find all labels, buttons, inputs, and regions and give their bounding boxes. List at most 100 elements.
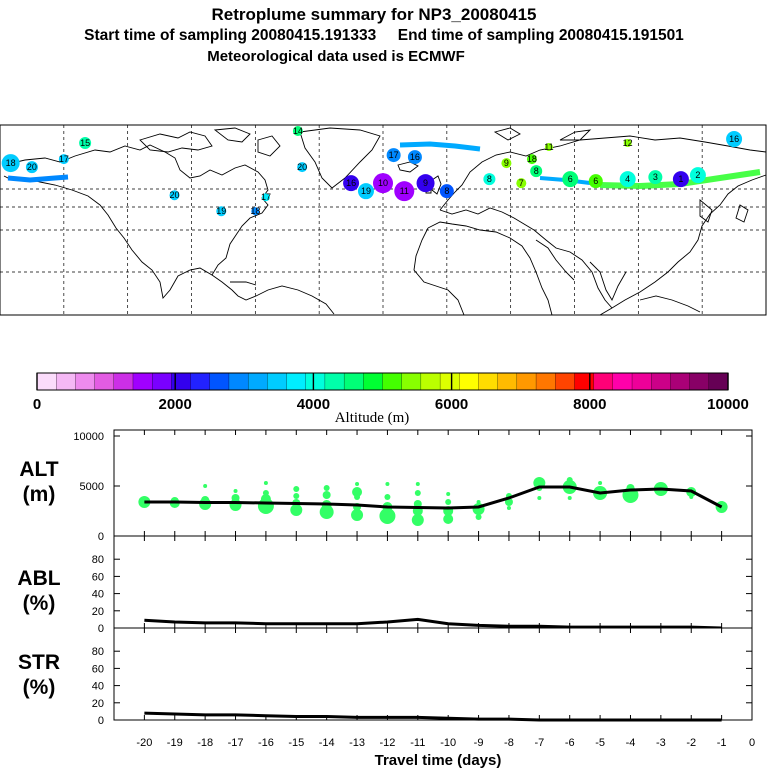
- plume-cluster: 16: [343, 175, 360, 192]
- colorbar-cell: [209, 372, 230, 391]
- plume-cluster-label: 19: [216, 206, 226, 216]
- plume-cluster-label: 9: [423, 178, 428, 188]
- colorbar-cell: [612, 372, 633, 391]
- panel-label: ALT: [19, 458, 58, 481]
- plume-cluster-marker: [373, 173, 393, 194]
- plume-cluster-marker: [357, 183, 374, 200]
- x-tick-label: -5: [595, 737, 605, 749]
- plume-cluster-marker: [648, 170, 663, 185]
- altitude-point: [658, 492, 663, 496]
- mean-altitude-line: [144, 485, 723, 510]
- plume-cluster: 11: [394, 181, 415, 202]
- plume-cluster: 20: [297, 162, 307, 173]
- plume-cluster-label: 15: [80, 138, 90, 148]
- plume-cluster: 8: [530, 165, 543, 178]
- str-line: [144, 711, 722, 722]
- timeseries-panels: 0500010000ALT(m)020406080ABL(%)020406080…: [17, 429, 755, 749]
- plume-cluster-marker: [261, 193, 270, 202]
- colorbar-cell: [651, 372, 671, 391]
- plume-cluster-marker: [58, 154, 69, 165]
- x-tick-label: -7: [534, 737, 544, 749]
- plume-cluster-marker: [526, 154, 537, 165]
- colorbar-cell: [631, 372, 652, 391]
- plume-cluster-marker: [619, 171, 636, 188]
- altitude-point: [352, 487, 363, 497]
- plume-cluster-marker: [516, 178, 527, 189]
- plume-cluster-label: 6: [568, 174, 573, 184]
- y-tick-label: 80: [92, 646, 104, 658]
- x-tick-label: -10: [440, 737, 456, 749]
- plume-cluster-marker: [623, 139, 632, 148]
- x-tick-label: -18: [197, 737, 213, 749]
- x-tick-label: -11: [410, 737, 425, 749]
- colorbar-cell: [132, 372, 153, 391]
- colorbar-cell: [36, 372, 57, 391]
- plume-cluster: 19: [357, 183, 374, 200]
- altitude-point: [411, 514, 424, 526]
- plume-cluster-label: 20: [297, 162, 307, 172]
- plume-cluster-label: 18: [250, 206, 260, 216]
- plume-cluster: 8: [439, 184, 454, 199]
- plume-cluster: 9: [501, 158, 512, 169]
- plume-cluster-label: 4: [625, 174, 630, 184]
- colorbar-cell: [478, 372, 499, 391]
- x-tick-label: -14: [319, 737, 335, 749]
- plume-cluster-marker: [544, 143, 553, 152]
- altitude-point: [385, 482, 390, 486]
- plume-cluster: 18: [1, 154, 20, 173]
- y-tick-label: 0: [98, 623, 104, 635]
- altitude-point: [355, 482, 360, 486]
- plume-cluster-label: 18: [527, 154, 537, 164]
- plume-cluster-marker: [292, 126, 303, 137]
- colorbar-cell: [555, 372, 575, 391]
- x-tick-label: -20: [136, 737, 152, 749]
- colorbar-cell: [382, 372, 403, 391]
- altitude-colorbar: 0 2000 4000 6000 8000 10000 Altitude (m): [33, 372, 749, 426]
- colorbar-tick-label: 2000: [159, 396, 192, 413]
- plume-cluster: 16: [407, 150, 422, 165]
- colorbar-cell: [593, 372, 614, 391]
- sampling-times: Start time of sampling 20080415.191333 E…: [84, 27, 684, 44]
- x-tick-label: -13: [349, 737, 365, 749]
- plume-cluster: 17: [58, 154, 69, 165]
- panel-label: ABL: [17, 567, 60, 590]
- panel-label: STR: [18, 651, 60, 674]
- plume-cluster: 20: [169, 190, 179, 201]
- map-frame: [0, 124, 767, 316]
- plume-cluster-marker: [562, 171, 579, 188]
- abl-line: [144, 617, 722, 630]
- colorbar-cell: [363, 372, 384, 391]
- altitude-point: [290, 504, 303, 516]
- x-tick-label: -3: [656, 737, 666, 749]
- altitude-point: [414, 490, 421, 496]
- colorbar-cell: [574, 372, 595, 391]
- altitude-point: [415, 482, 420, 486]
- plume-cluster: 18: [250, 206, 260, 216]
- colorbar-cell: [401, 372, 422, 391]
- x-tick-label: -19: [167, 737, 183, 749]
- altitude-point: [566, 477, 573, 483]
- plume-cluster: 4: [619, 171, 636, 188]
- plume-cluster-marker: [530, 165, 543, 178]
- plume-cluster-label: 17: [389, 150, 399, 160]
- plume-cluster: 17: [386, 148, 401, 163]
- plume-cluster-marker: [588, 174, 603, 189]
- colorbar-title: Altitude (m): [335, 410, 410, 426]
- plume-cluster-label: 8: [534, 166, 539, 176]
- x-tick-label: -2: [686, 737, 696, 749]
- altitude-point: [598, 496, 603, 500]
- colorbar-cell: [228, 372, 249, 391]
- plume-cluster-marker: [394, 181, 415, 202]
- plume-cluster: 2: [689, 167, 706, 184]
- panel-frame: [113, 627, 753, 721]
- altitude-point: [293, 493, 300, 499]
- colorbar-cell: [152, 372, 172, 391]
- altitude-point: [203, 484, 208, 488]
- y-tick-label: 40: [92, 589, 104, 601]
- altitude-point: [322, 491, 331, 499]
- panel-label: (m): [23, 483, 56, 506]
- plume-cluster-marker: [25, 161, 38, 174]
- colorbar-cell: [324, 372, 345, 391]
- plume-cluster-marker: [416, 174, 435, 193]
- plume-cluster-label: 2: [695, 170, 700, 180]
